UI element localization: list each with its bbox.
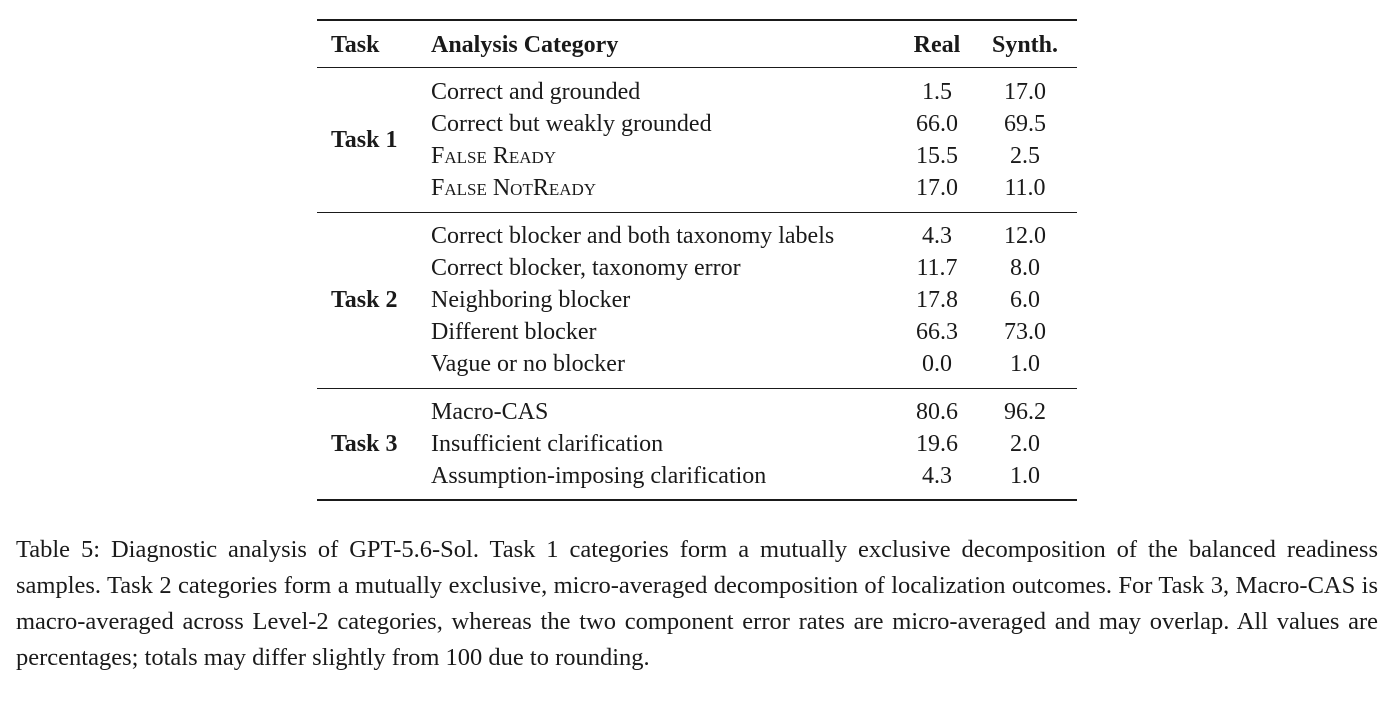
row-category: Correct but weakly grounded [431,111,712,137]
row-synth-value: 12.0 [1004,223,1046,249]
row-real-value: 66.3 [916,319,958,345]
header-real: Real [913,32,961,58]
task-3-label: Task 3 [331,431,398,457]
row-real-value: 19.6 [916,431,958,457]
row-category: False Ready [431,143,557,169]
row-synth-value: 11.0 [1004,175,1046,201]
table-bottom-rule [317,499,1077,501]
row-real-value: 17.0 [916,175,958,201]
row-category: Vague or no blocker [431,351,625,377]
row-synth-value: 2.0 [1010,431,1040,457]
header-rule [317,67,1077,68]
row-real-value: 4.3 [922,223,952,249]
row-category: Macro-CAS [431,399,549,425]
row-synth-value: 96.2 [1004,399,1046,425]
row-synth-value: 73.0 [1004,319,1046,345]
header-analysis-category: Analysis Category [431,32,619,58]
table-top-rule [317,19,1077,21]
header-task: Task [331,32,380,58]
row-real-value: 17.8 [916,287,958,313]
row-category: Neighboring blocker [431,287,631,313]
row-real-value: 11.7 [916,255,958,281]
group-divider-rule [317,212,1077,213]
row-synth-value: 1.0 [1010,463,1040,489]
row-category: Correct blocker and both taxonomy labels [431,223,835,249]
row-category: False NotReady [431,175,597,201]
row-synth-value: 6.0 [1010,287,1040,313]
row-real-value: 0.0 [922,351,952,377]
row-synth-value: 2.5 [1010,143,1040,169]
row-synth-value: 1.0 [1010,351,1040,377]
row-category: Different blocker [431,319,597,345]
row-category: Correct blocker, taxonomy error [431,255,741,281]
table-caption: Table 5: Diagnostic analysis of GPT-5.6-… [16,536,1378,671]
row-real-value: 15.5 [916,143,958,169]
row-real-value: 80.6 [916,399,958,425]
row-category: Assumption-imposing clarification [431,463,767,489]
row-synth-value: 17.0 [1004,79,1046,105]
row-category: Insufficient clarification [431,431,664,457]
row-real-value: 66.0 [916,111,958,137]
group-divider-rule [317,388,1077,389]
row-real-value: 1.5 [922,79,952,105]
task-1-label: Task 1 [331,127,398,153]
task-2-label: Task 2 [331,287,398,313]
row-synth-value: 69.5 [1004,111,1046,137]
row-real-value: 4.3 [922,463,952,489]
header-synth: Synth. [991,32,1059,58]
row-synth-value: 8.0 [1010,255,1040,281]
row-category: Correct and grounded [431,79,641,105]
